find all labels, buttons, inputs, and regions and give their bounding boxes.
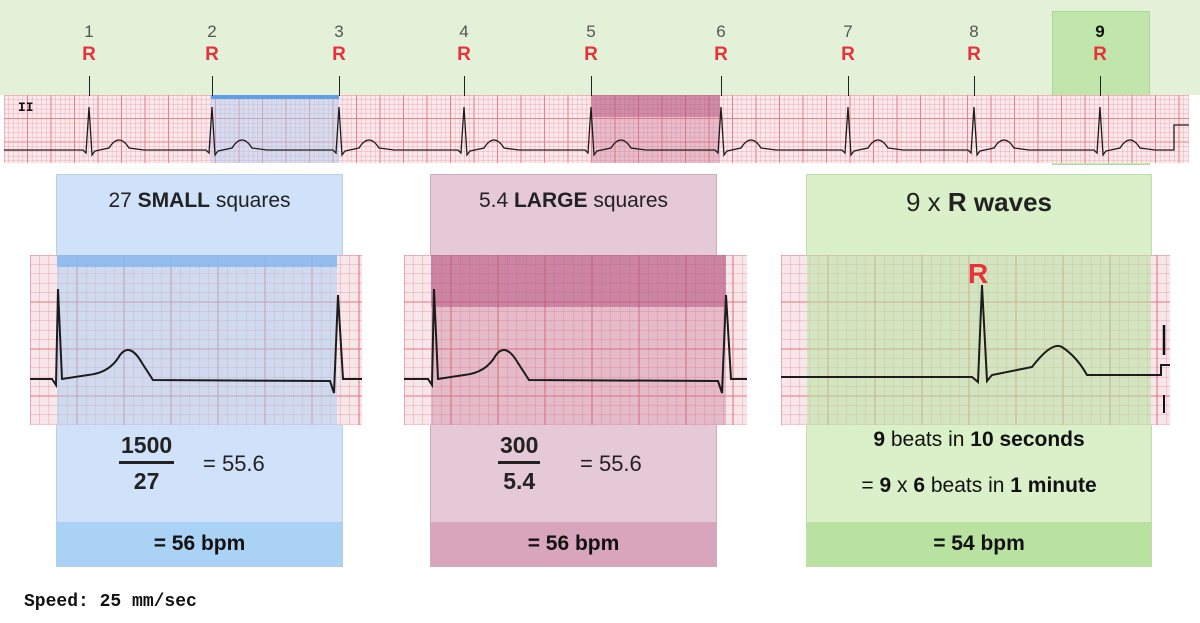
beat-number: 3	[334, 22, 344, 41]
r-waves-heading: 9 x R waves	[906, 187, 1052, 217]
large-squares-fraction: 300 5.4	[498, 432, 541, 494]
r-wave-tick	[974, 76, 975, 96]
r-wave-tick	[848, 76, 849, 96]
r-wave-tick	[464, 76, 465, 96]
small-squares-heading: 27 SMALL squares	[108, 189, 291, 212]
beats-in-ten-seconds: 9 beats in 10 seconds	[873, 428, 1085, 451]
r-wave-marker: R	[841, 44, 855, 65]
r-wave-tick	[1100, 76, 1101, 96]
beat-header-band	[0, 0, 1200, 95]
rhythm-strip	[4, 95, 1189, 163]
small-squares-ecg	[30, 255, 362, 425]
r-wave-label: R	[968, 258, 989, 289]
r-wave-tick	[721, 76, 722, 96]
beat-number: 4	[459, 22, 469, 41]
paper-speed-label: Speed: 25 mm/sec	[24, 592, 197, 612]
r-wave-marker: R	[205, 44, 219, 65]
r-wave-tick	[339, 76, 340, 96]
r-wave-tick	[591, 76, 592, 96]
r-waves-result: = 54 bpm	[807, 522, 1151, 566]
beat-number: 7	[843, 22, 853, 41]
beat-number: 9	[1095, 22, 1105, 41]
r-wave-marker: R	[82, 44, 96, 65]
r-wave-marker: R	[967, 44, 981, 65]
small-squares-result: = 56 bpm	[57, 522, 342, 566]
small-squares-equals: = 55.6	[203, 451, 265, 476]
r-wave-marker: R	[332, 44, 346, 65]
r-waves-ecg	[781, 255, 1170, 425]
r-wave-marker: R	[1093, 44, 1107, 65]
beat-number: 8	[969, 22, 979, 41]
r-wave-tick	[89, 76, 90, 96]
beat-number: 1	[84, 22, 94, 41]
large-squares-equals: = 55.6	[580, 451, 642, 476]
r-wave-tick	[212, 76, 213, 96]
beat-number: 6	[716, 22, 726, 41]
lead-label: II	[18, 100, 34, 115]
r-wave-marker: R	[584, 44, 598, 65]
r-wave-marker: R	[714, 44, 728, 65]
large-squares-ecg	[404, 255, 747, 425]
beats-per-minute-calc: = 9 x 6 beats in 1 minute	[861, 474, 1097, 497]
beat-number: 2	[207, 22, 217, 41]
large-squares-heading: 5.4 LARGE squares	[478, 189, 669, 212]
small-squares-fraction: 1500 27	[119, 432, 175, 494]
beat-number: 5	[586, 22, 596, 41]
large-squares-result: = 56 bpm	[431, 522, 716, 566]
r-wave-marker: R	[457, 44, 471, 65]
